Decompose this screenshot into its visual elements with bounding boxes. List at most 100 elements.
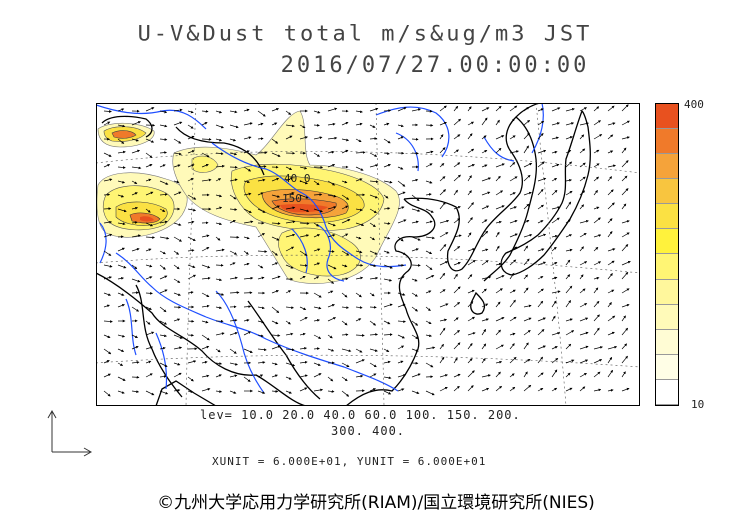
wind-vector — [565, 150, 572, 154]
wind-vector — [481, 260, 489, 266]
wind-vector — [243, 108, 250, 112]
wind-vector — [271, 152, 281, 157]
wind-vector — [467, 106, 472, 112]
rivers — [96, 103, 544, 394]
wind-vector — [187, 390, 194, 394]
wind-vector — [271, 122, 278, 126]
wind-vector — [467, 248, 476, 252]
wind-vector — [621, 160, 629, 168]
wind-vector — [495, 135, 505, 140]
wind-vector — [579, 107, 588, 112]
wind-vector — [579, 317, 589, 322]
wind-vector — [313, 347, 320, 351]
wind-vector — [495, 175, 501, 182]
wind-vector — [509, 150, 519, 154]
wind-vector — [411, 263, 421, 267]
wind-vector — [397, 180, 406, 187]
wind-vector — [103, 250, 112, 256]
wind-vector — [425, 123, 434, 127]
wind-vector — [285, 135, 293, 140]
wind-vector — [383, 122, 390, 126]
wind-vector — [453, 246, 461, 252]
wind-vector — [229, 220, 236, 224]
wind-vector — [327, 317, 337, 322]
wind-vector — [523, 219, 530, 224]
wind-vector — [299, 317, 308, 322]
wind-vector — [593, 106, 600, 112]
wind-vector — [565, 190, 573, 196]
colorbar-step — [656, 254, 678, 280]
wind-vector — [369, 373, 377, 378]
wind-vector — [537, 276, 544, 280]
wind-vector — [299, 387, 308, 392]
wind-vector — [607, 134, 614, 140]
wind-vector — [271, 177, 280, 182]
wind-vector — [593, 149, 600, 154]
wind-vector — [299, 208, 310, 213]
wind-vector — [369, 320, 377, 326]
wind-vector — [537, 108, 544, 112]
wind-vector — [243, 136, 252, 140]
wind-vector — [439, 318, 448, 322]
wind-vector — [369, 276, 379, 280]
wind-vector — [481, 358, 486, 364]
wind-vector — [551, 262, 558, 266]
wind-vector — [397, 124, 404, 128]
wind-vector — [271, 306, 280, 314]
wind-vector — [453, 329, 460, 336]
wind-vector — [229, 208, 238, 211]
wind-vector — [341, 194, 350, 200]
wind-vector — [201, 292, 210, 298]
wind-vector — [537, 356, 544, 364]
wind-vector — [313, 110, 321, 114]
wind-vector — [327, 122, 336, 126]
wind-vector — [243, 262, 250, 266]
wind-vector — [411, 373, 421, 378]
wind-vector — [411, 334, 419, 339]
wind-vector — [285, 306, 294, 309]
wind-vector — [439, 289, 446, 294]
wind-vector — [271, 250, 278, 256]
wind-vector — [159, 289, 168, 294]
wind-vector — [453, 118, 462, 126]
wind-vector — [425, 150, 434, 154]
wind-vector — [229, 318, 238, 322]
wind-vector — [579, 162, 586, 168]
wind-vector — [299, 180, 308, 185]
wind-vector — [411, 137, 419, 141]
wind-vector — [187, 319, 195, 323]
wind-vector — [551, 315, 556, 322]
wind-vector — [159, 164, 166, 168]
wind-vector — [117, 150, 126, 154]
wind-vector — [509, 162, 516, 168]
wind-vector — [467, 342, 473, 350]
wind-vector — [565, 259, 571, 266]
wind-vector — [523, 342, 529, 350]
wind-vector — [313, 193, 323, 196]
wind-vector — [159, 275, 168, 280]
wind-vector — [495, 245, 500, 252]
wind-vector — [117, 304, 125, 308]
wind-vector — [173, 152, 182, 156]
wind-vector — [495, 190, 504, 196]
wind-vector — [579, 176, 586, 182]
wind-vector — [397, 276, 405, 280]
wind-vector — [355, 178, 363, 182]
wind-vector — [117, 247, 125, 252]
wind-vector — [299, 275, 306, 280]
wind-vector — [481, 248, 489, 252]
wind-vector — [621, 136, 630, 140]
wind-vector — [355, 374, 364, 378]
wind-vector — [103, 373, 111, 378]
colorbar-step — [656, 329, 678, 355]
wind-vector — [355, 263, 364, 267]
wind-vector — [187, 264, 196, 269]
dust-plume-northwest — [97, 122, 155, 148]
wind-vector — [411, 178, 419, 182]
wind-vector — [607, 218, 613, 224]
wind-vector — [383, 264, 393, 269]
wind-vector — [579, 288, 586, 294]
wind-vector — [425, 320, 432, 325]
wind-vector — [397, 191, 406, 196]
wind-vector — [257, 276, 265, 280]
